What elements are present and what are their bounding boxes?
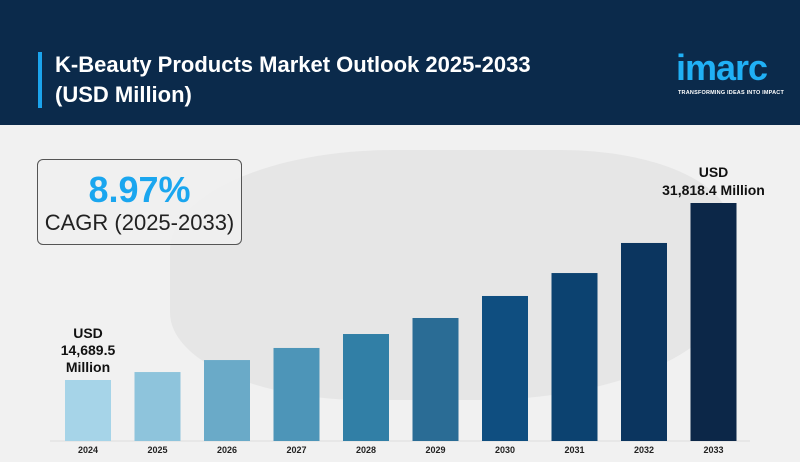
bar-2025: [134, 372, 181, 441]
x-tick-label: 2026: [217, 445, 237, 455]
x-tick-label: 2028: [356, 445, 376, 455]
header: K-Beauty Products Market Outlook 2025-20…: [0, 0, 800, 125]
bar-2026: [204, 360, 250, 441]
bar-2027: [273, 347, 320, 441]
x-tick-label: 2025: [147, 445, 167, 455]
cagr-value: 8.97%: [88, 169, 191, 210]
bar-2028: [343, 334, 389, 441]
x-tick-label: 2024: [78, 445, 98, 455]
data-label: Million: [66, 359, 110, 375]
data-label: 14,689.5: [61, 342, 116, 358]
bar-2033: [690, 203, 737, 441]
bar-2024: [65, 380, 111, 441]
data-label: USD: [73, 325, 103, 341]
data-label: USD: [699, 164, 729, 180]
cagr-box: 8.97% CAGR (2025-2033): [37, 159, 242, 245]
cagr-label: CAGR (2025-2033): [44, 210, 235, 235]
data-label: 31,818.4 Million: [662, 182, 765, 198]
bar-2029: [412, 317, 459, 441]
chart-title: K-Beauty Products Market Outlook 2025-20…: [55, 52, 531, 107]
bar-2031: [551, 273, 598, 441]
x-tick-label: 2030: [495, 445, 515, 455]
x-tick-label: 2027: [286, 445, 306, 455]
bar-2032: [621, 242, 667, 441]
logo-tagline: TRANSFORMING IDEAS INTO IMPACT: [678, 90, 785, 96]
x-tick-label: 2033: [703, 445, 723, 455]
x-tick-label: 2032: [634, 445, 654, 455]
x-tick-label: 2031: [564, 445, 584, 455]
x-tick-label: 2029: [425, 445, 445, 455]
title-accent-bar: [38, 52, 42, 108]
bar-2030: [482, 295, 528, 441]
imarc-logo: imarc: [676, 47, 768, 88]
